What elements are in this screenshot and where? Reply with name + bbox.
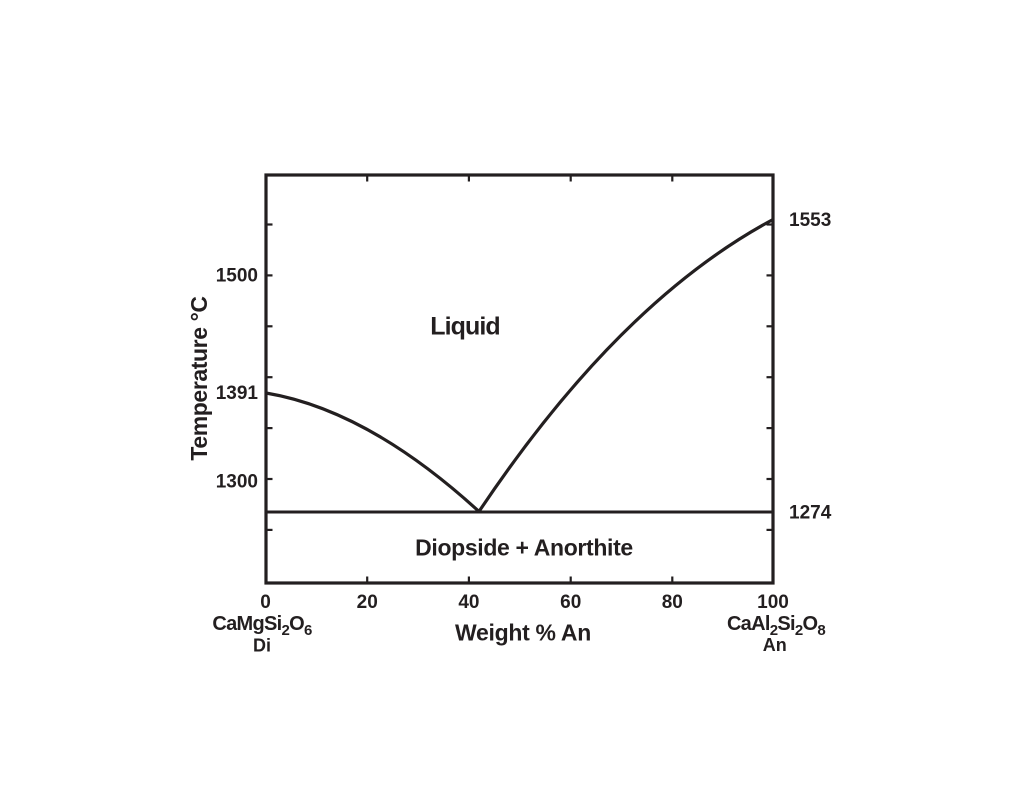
svg-text:Di: Di xyxy=(253,635,271,655)
svg-text:Diopside + Anorthite: Diopside + Anorthite xyxy=(415,535,633,561)
svg-text:1300: 1300 xyxy=(216,472,258,493)
svg-text:40: 40 xyxy=(458,592,479,613)
svg-text:1500: 1500 xyxy=(216,266,258,287)
svg-text:Weight % An: Weight % An xyxy=(455,620,591,646)
svg-text:60: 60 xyxy=(560,592,581,613)
svg-text:Liquid: Liquid xyxy=(430,313,500,341)
svg-text:100: 100 xyxy=(757,592,789,613)
svg-text:1391: 1391 xyxy=(216,383,259,404)
svg-text:Temperature °C: Temperature °C xyxy=(186,296,212,460)
svg-text:0: 0 xyxy=(260,592,271,613)
svg-text:20: 20 xyxy=(357,592,378,613)
svg-text:CaAl2Si2O8: CaAl2Si2O8 xyxy=(727,613,825,639)
svg-text:An: An xyxy=(763,635,787,655)
svg-text:1553: 1553 xyxy=(789,210,831,231)
svg-text:CaMgSi2O6: CaMgSi2O6 xyxy=(212,613,312,639)
svg-text:1274: 1274 xyxy=(789,503,832,524)
svg-text:80: 80 xyxy=(662,592,683,613)
